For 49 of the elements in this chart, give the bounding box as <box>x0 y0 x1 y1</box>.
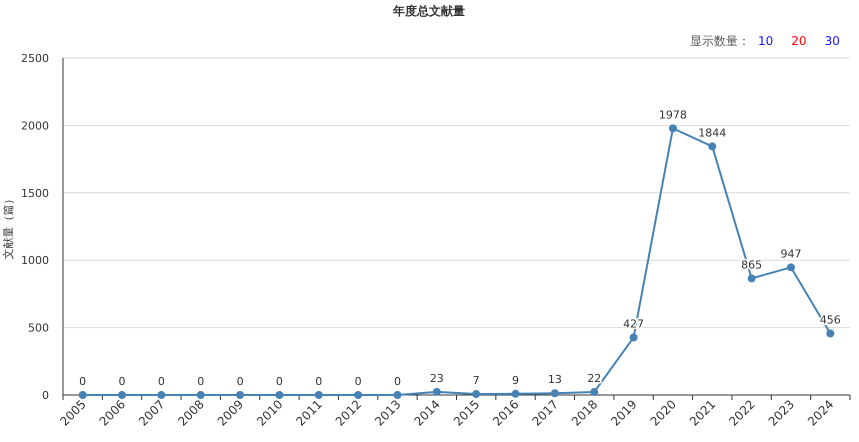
point <box>118 391 126 399</box>
point <box>393 391 402 399</box>
point <box>630 333 638 342</box>
text: 30 <box>824 34 840 48</box>
data-label: 0 <box>158 375 165 388</box>
point <box>826 330 834 338</box>
data-label: 13 <box>548 373 562 386</box>
point <box>590 388 598 396</box>
data-label: 7 <box>472 374 480 388</box>
point <box>354 391 362 399</box>
y-tick-label: 1500 <box>21 186 49 200</box>
y-axis-title: 文献量（篇） <box>2 194 15 260</box>
point <box>550 389 559 398</box>
data-label: 0 <box>394 375 401 388</box>
y-tick-label: 2000 <box>21 119 49 132</box>
data-label: 1844 <box>698 126 726 140</box>
point <box>748 274 756 282</box>
point <box>512 390 520 398</box>
point <box>78 391 87 399</box>
chart-title: 年度总文献量 <box>392 4 465 18</box>
y-tick-label: 2500 <box>21 52 49 65</box>
data-label: 22 <box>587 372 602 386</box>
point <box>432 388 441 396</box>
point <box>708 142 716 150</box>
data-label: 0 <box>79 375 86 388</box>
text: 20 <box>791 34 807 48</box>
text: 显示数量： <box>690 34 750 48</box>
point <box>275 391 284 399</box>
data-label: 9 <box>512 374 520 387</box>
data-label: 0 <box>197 375 204 388</box>
text: 10 <box>758 34 774 48</box>
y-tick-label: 500 <box>28 322 49 335</box>
point <box>196 391 205 399</box>
y-tick-label: 1000 <box>21 254 49 268</box>
data-label: 0 <box>236 375 244 388</box>
data-label: 0 <box>354 375 362 388</box>
point <box>786 263 795 272</box>
data-label: 947 <box>780 247 802 260</box>
data-label: 1978 <box>658 108 687 122</box>
point <box>157 391 166 399</box>
y-tick-label: 0 <box>42 389 49 402</box>
point <box>472 390 480 398</box>
point <box>236 391 244 399</box>
data-label: 23 <box>430 372 444 385</box>
data-label: 0 <box>315 375 322 388</box>
point <box>668 124 677 132</box>
point <box>314 391 323 399</box>
data-label: 0 <box>276 375 283 388</box>
data-label: 0 <box>118 375 126 388</box>
